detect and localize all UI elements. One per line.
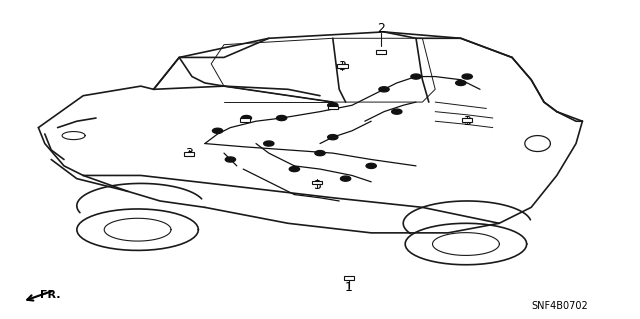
- Text: 3: 3: [463, 115, 471, 128]
- Circle shape: [276, 115, 287, 121]
- Text: 3: 3: [339, 61, 346, 73]
- Circle shape: [366, 163, 376, 168]
- Circle shape: [328, 103, 338, 108]
- Circle shape: [289, 167, 300, 172]
- Circle shape: [328, 135, 338, 140]
- Circle shape: [462, 74, 472, 79]
- Text: FR.: FR.: [40, 290, 60, 300]
- Circle shape: [315, 151, 325, 156]
- Bar: [462, 118, 472, 122]
- Circle shape: [212, 128, 223, 133]
- Circle shape: [340, 176, 351, 181]
- Circle shape: [411, 74, 421, 79]
- Text: SNF4B0702: SNF4B0702: [532, 301, 588, 311]
- Bar: [328, 106, 338, 109]
- Text: 3: 3: [313, 179, 321, 191]
- Text: 3: 3: [185, 147, 193, 160]
- Circle shape: [225, 157, 236, 162]
- Circle shape: [379, 87, 389, 92]
- Bar: [240, 118, 250, 122]
- Circle shape: [241, 115, 252, 121]
- Bar: [184, 152, 194, 156]
- Circle shape: [392, 109, 402, 114]
- Bar: [376, 50, 386, 54]
- Text: 1: 1: [345, 281, 353, 293]
- Bar: [312, 181, 322, 184]
- Circle shape: [456, 80, 466, 85]
- Bar: [344, 276, 354, 280]
- Circle shape: [264, 141, 274, 146]
- Text: 2: 2: [377, 22, 385, 35]
- Bar: [337, 64, 348, 68]
